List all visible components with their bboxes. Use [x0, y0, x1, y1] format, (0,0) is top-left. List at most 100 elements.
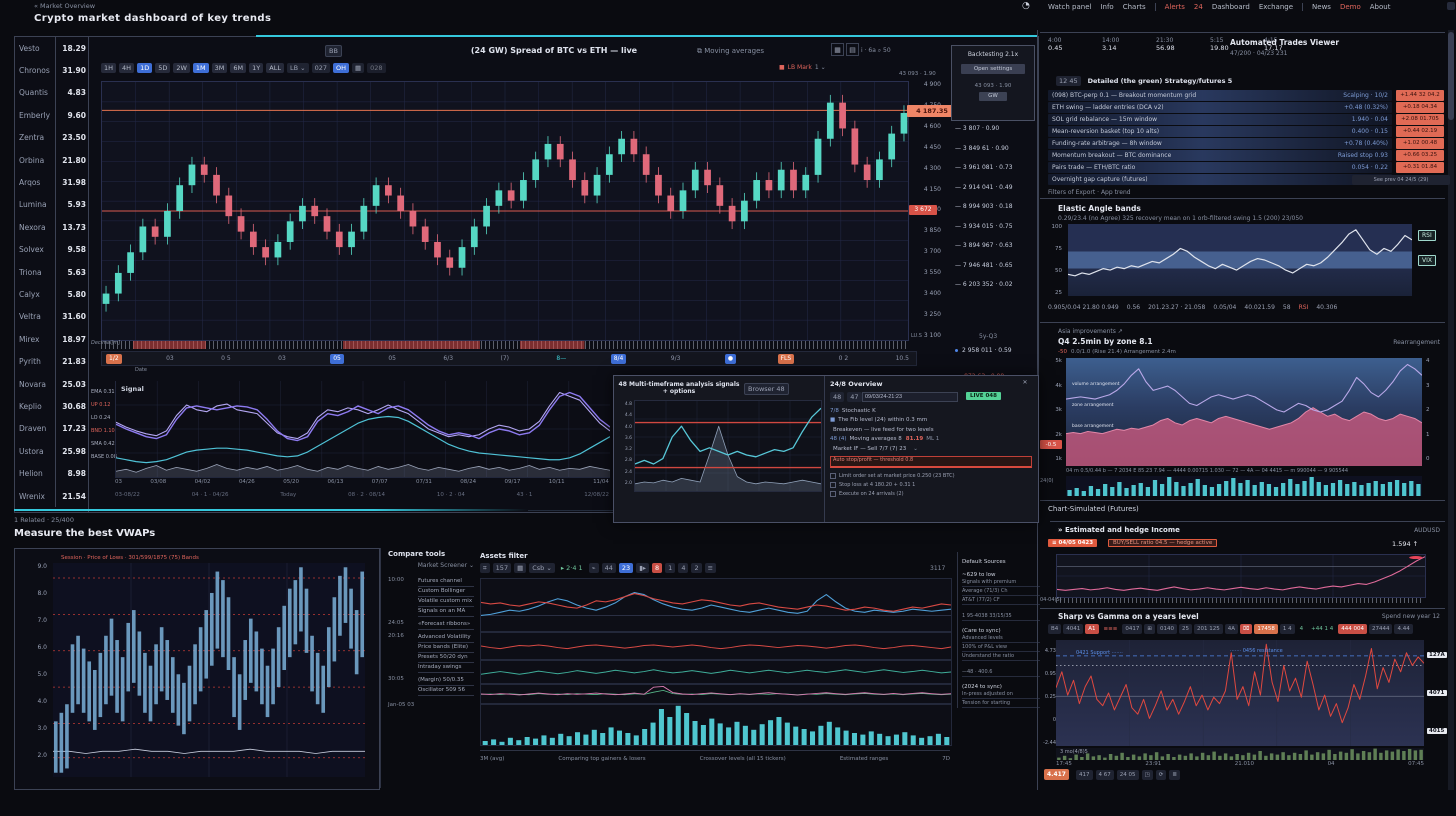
watchlist-row[interactable]: Nexora 13.73 — [15, 216, 89, 239]
asia-volume-chart[interactable] — [1066, 476, 1422, 496]
order-date-input[interactable] — [862, 392, 958, 402]
watchlist-row[interactable]: Helion 8.98 — [15, 462, 89, 485]
sharp-footer-chip[interactable]: ◳ — [1141, 770, 1153, 780]
indicator-badge[interactable]: RSI — [1418, 230, 1436, 241]
sharp-right-label[interactable]: Spend new year 12 — [1381, 613, 1440, 620]
ma-toggle[interactable]: ⧉ Moving averages — [697, 47, 765, 55]
dialog-row[interactable]: 7/8 Stochastic K — [830, 406, 1032, 416]
user-menu-icon[interactable]: ◔ — [1022, 1, 1030, 11]
trade-row[interactable]: Funding-rate arbitrage — 8h window +0.78… — [1048, 138, 1392, 149]
menu-item[interactable]: Alerts — [1154, 3, 1185, 11]
date-chip[interactable]: 8— — [556, 354, 567, 362]
trade-row[interactable]: Momentum breakout — BTC dominance Raised… — [1048, 150, 1392, 161]
sharp-chip[interactable]: 201 125 — [1193, 624, 1223, 634]
note-section[interactable]: 1 95-4038 33/15/35 — [962, 612, 1040, 621]
compare-chart-c[interactable] — [480, 660, 952, 684]
toolbar-chip[interactable]: ⌁ — [588, 563, 599, 573]
header-tools-text[interactable]: i · 6a ⌕ 50 — [861, 47, 891, 54]
date-chip[interactable]: 1/2 — [106, 353, 122, 364]
dialog-mini-chart[interactable] — [634, 400, 822, 492]
sharp-footer-chip[interactable]: ⟳ — [1155, 770, 1167, 780]
indicator-badge[interactable]: VIX — [1418, 255, 1436, 266]
asia-right-label[interactable]: Rearrangement — [1393, 339, 1440, 346]
toolbar-chip[interactable]: Csb ⌄ — [529, 563, 555, 573]
dialog-control-chip[interactable]: 47 — [847, 392, 862, 402]
alert-marker[interactable]: ■ LB Mark 1 ⌄ — [779, 64, 826, 71]
sharp-footer-button[interactable]: 4.417 — [1044, 769, 1069, 780]
sharp-chip[interactable]: 0417 — [1122, 624, 1143, 634]
timeframe-chip[interactable]: 1H — [101, 63, 117, 73]
timeframe-chip[interactable]: ALL — [266, 63, 284, 73]
watchlist-row[interactable]: Calyx 5.80 — [15, 283, 89, 306]
sharp-chip[interactable]: 25 — [1178, 624, 1192, 634]
order-checkbox[interactable]: Stop loss at 4 180.20 + 0.31 1 — [830, 480, 1032, 489]
trade-row[interactable]: Pairs trade — ETH/BTC ratio 0.054 · 0.22 — [1048, 162, 1392, 173]
currency-chip[interactable]: GW — [979, 92, 1007, 101]
sharp-chip[interactable]: A1 — [1085, 624, 1099, 634]
timeframe-chip[interactable]: 028 — [367, 63, 386, 73]
date-chip[interactable]: ● — [724, 353, 737, 364]
date-chip[interactable]: (7) — [500, 354, 509, 362]
breadcrumb[interactable]: « Market Overview — [34, 2, 96, 10]
sharp-chip[interactable]: B4 — [1048, 624, 1062, 634]
backtest-button[interactable]: Open settings — [961, 64, 1025, 74]
menu-item[interactable]: Watch panel — [1048, 3, 1092, 11]
trade-action-button[interactable]: +0.44 02.19 — [1396, 126, 1444, 137]
section-chip[interactable]: 12 45 — [1056, 76, 1081, 86]
trade-action-button[interactable]: +0.66 03.25 — [1396, 150, 1444, 161]
date-chip[interactable]: 10.5 — [895, 354, 909, 362]
date-chip[interactable]: 05 — [330, 353, 344, 364]
sharp-chip[interactable]: 0140 — [1156, 624, 1177, 634]
sharp-chip[interactable]: 4041 — [1063, 624, 1084, 634]
sharp-chip[interactable]: 4.44 — [1394, 624, 1413, 634]
timeframe-chip[interactable]: 2W — [173, 63, 190, 73]
layout-icon[interactable]: ▤ — [846, 43, 859, 56]
group-item[interactable]: Price bands (Elite) — [418, 643, 474, 653]
compare-chart-d[interactable] — [480, 684, 952, 704]
dialog-row[interactable]: 48 (4) Moving averages 8 81.19 ML 1 — [830, 435, 1032, 445]
sharp-chip[interactable]: 17458 — [1254, 624, 1278, 634]
group-item[interactable]: Futures channel — [418, 577, 474, 587]
sharp-chip[interactable]: 444 004 — [1338, 624, 1367, 634]
alert-bar[interactable]: Auto stop/profit — threshold 0.8 — [830, 456, 1032, 468]
asia-label[interactable]: Asia improvements ↗ — [1058, 328, 1123, 335]
toolbar-chip[interactable]: ≡ — [704, 563, 717, 573]
toolbar-chip[interactable]: 8 — [652, 563, 663, 573]
note-section[interactable]: (Care to sync) Advanced levels 100% of P&… — [962, 628, 1040, 661]
menu-item[interactable]: Demo — [1339, 3, 1361, 11]
menu-item[interactable]: Exchange — [1258, 3, 1294, 11]
order-checkbox[interactable]: Limit order set at market price 0.250 (2… — [830, 471, 1032, 480]
menu-item[interactable]: News — [1302, 3, 1331, 11]
asia-chart[interactable] — [1066, 358, 1422, 466]
date-chip[interactable]: 0 2 — [838, 354, 849, 362]
timeframe-chip[interactable]: 1M — [192, 63, 209, 73]
toolbar-chip[interactable]: 4 — [678, 563, 689, 573]
candlestick-chart[interactable] — [101, 81, 909, 341]
timeframe-chip[interactable]: 6M — [230, 63, 247, 73]
group-item[interactable]: Custom Bollinger — [418, 587, 474, 597]
compare-volume-chart[interactable] — [480, 704, 952, 746]
note-section[interactable]: —48 · 400.6 — [962, 668, 1040, 677]
timeframe-chip[interactable]: LB ⌄ — [286, 63, 309, 73]
date-chip[interactable]: 8/4 — [610, 353, 627, 364]
compare-chart-b[interactable] — [480, 632, 952, 660]
watchlist-row[interactable]: Keplio 30.68 — [15, 395, 89, 418]
timeframe-chip[interactable]: 5D — [155, 63, 171, 73]
note-section[interactable]: (2024 to sync) In-press adjusted on Tensi… — [962, 684, 1040, 708]
trade-row[interactable]: (098) BTC-perp 0.1 — Breakout momentum g… — [1048, 90, 1392, 101]
watchlist-row[interactable]: Orbina 21.80 — [15, 148, 89, 172]
timeframe-chip[interactable]: 3M — [211, 63, 228, 73]
watchlist-row[interactable]: Quantis 4.83 — [15, 81, 89, 105]
watchlist-row[interactable]: Mirex 18.97 — [15, 328, 89, 351]
group-item[interactable]: Presets 50/20 dyn — [418, 653, 474, 663]
bands-chart[interactable] — [1068, 224, 1412, 296]
watchlist-row[interactable]: Triona 5.63 — [15, 260, 89, 284]
vwap-chart[interactable] — [53, 563, 365, 777]
sim-chart[interactable] — [1056, 554, 1426, 598]
toolbar-chip[interactable]: ▮▸ — [636, 563, 650, 573]
timeframe-chip[interactable]: 4H — [119, 63, 135, 73]
see-prev-button[interactable]: See prev 04 24/5 (29) — [1352, 175, 1450, 185]
sharp-chip[interactable]: 1 4 — [1279, 624, 1295, 634]
watchlist-row[interactable]: Lumina 5.93 — [15, 193, 89, 217]
date-chip[interactable]: 6/3 — [443, 354, 454, 362]
